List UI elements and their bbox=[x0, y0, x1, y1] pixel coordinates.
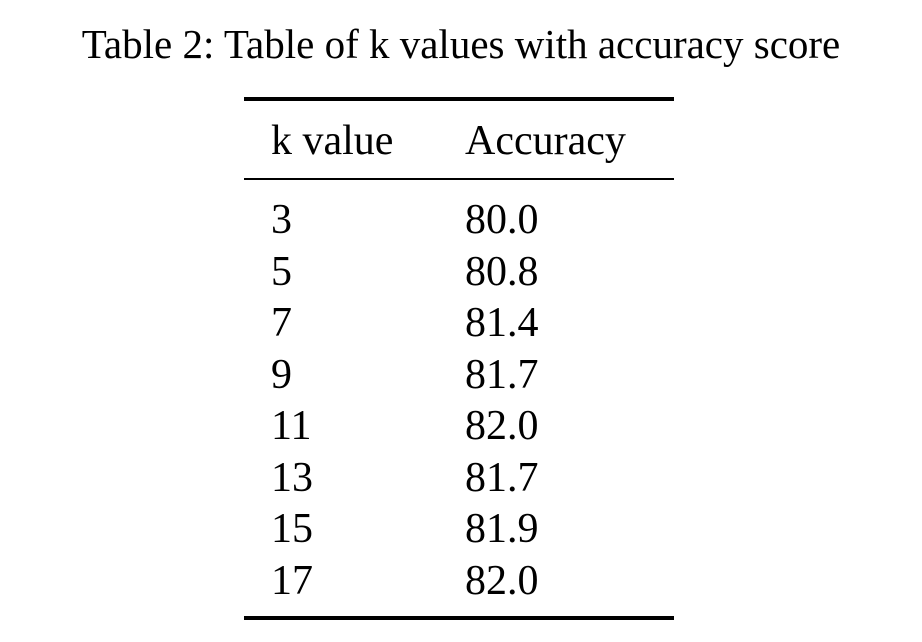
accuracy-cell: 82.0 bbox=[465, 558, 539, 604]
top-rule bbox=[244, 97, 674, 101]
header-row: k value Accuracy bbox=[244, 101, 674, 178]
accuracy-cell: 80.0 bbox=[465, 197, 539, 243]
header-k-value: k value bbox=[271, 118, 394, 164]
k-accuracy-table: k value Accuracy 3 80.0 5 80.8 7 81.4 9 … bbox=[244, 97, 674, 620]
accuracy-cell: 81.9 bbox=[465, 506, 539, 552]
accuracy-cell: 81.7 bbox=[465, 352, 539, 398]
table-caption: Table 2: Table of k values with accuracy… bbox=[81, 21, 841, 67]
k-value-cell: 9 bbox=[271, 352, 292, 398]
table-row: 3 80.0 bbox=[244, 194, 674, 246]
accuracy-cell: 81.7 bbox=[465, 455, 539, 501]
k-value-cell: 17 bbox=[271, 558, 313, 604]
k-value-cell: 15 bbox=[271, 506, 313, 552]
k-value-cell: 3 bbox=[271, 197, 292, 243]
k-value-cell: 13 bbox=[271, 455, 313, 501]
table-row: 13 81.7 bbox=[244, 452, 674, 504]
mid-rule bbox=[244, 178, 674, 180]
accuracy-cell: 81.4 bbox=[465, 300, 539, 346]
table-row: 5 80.8 bbox=[244, 246, 674, 298]
bottom-rule bbox=[244, 616, 674, 620]
accuracy-cell: 80.8 bbox=[465, 249, 539, 295]
k-value-cell: 11 bbox=[271, 403, 312, 449]
k-value-cell: 7 bbox=[271, 300, 292, 346]
accuracy-cell: 82.0 bbox=[465, 403, 539, 449]
table-body: 3 80.0 5 80.8 7 81.4 9 81.7 11 82.0 13 8… bbox=[244, 180, 674, 616]
header-accuracy: Accuracy bbox=[465, 118, 626, 164]
k-value-cell: 5 bbox=[271, 249, 292, 295]
table-row: 7 81.4 bbox=[244, 297, 674, 349]
table-row: 15 81.9 bbox=[244, 503, 674, 555]
table-row: 17 82.0 bbox=[244, 555, 674, 607]
table-row: 11 82.0 bbox=[244, 400, 674, 452]
table-row: 9 81.7 bbox=[244, 349, 674, 401]
